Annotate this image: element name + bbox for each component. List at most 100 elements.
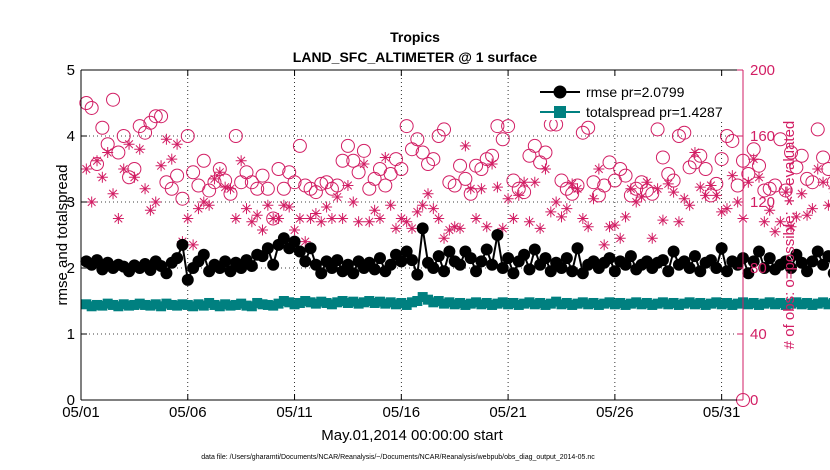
rmse-point	[742, 267, 755, 280]
obs-evaluated-point	[155, 160, 167, 172]
obs-possible-point	[421, 157, 436, 172]
obs-evaluated-asterisk	[187, 239, 199, 251]
obs-evaluated-point	[139, 183, 151, 195]
obs-possible-point	[287, 175, 302, 190]
totalspread-point	[236, 298, 247, 309]
totalspread-point	[647, 299, 658, 310]
totalspread-point	[796, 299, 807, 310]
totalspread-point	[652, 298, 663, 309]
obs-evaluated-asterisk	[742, 176, 754, 188]
totalspread-point	[134, 298, 145, 309]
obs-evaluated-point	[716, 206, 728, 218]
rmse-point	[507, 267, 520, 280]
totalspread-point	[583, 299, 594, 310]
obs-evaluated-point	[555, 211, 567, 223]
rmse-point	[309, 258, 322, 271]
totalspread-point	[705, 298, 716, 309]
obs-evaluated-asterisk	[86, 196, 98, 208]
rmse-point	[710, 262, 723, 274]
rmse-point	[416, 222, 429, 235]
obs-evaluated-point	[684, 199, 696, 211]
totalspread-point	[497, 297, 508, 308]
obs-possible-point	[148, 109, 163, 124]
totalspread-point	[599, 298, 610, 309]
totalspread-point	[711, 297, 722, 308]
totalspread-point	[230, 299, 241, 310]
obs-evaluated-asterisk	[283, 201, 295, 213]
obs-possible-point	[308, 185, 323, 200]
totalspread-point	[460, 299, 471, 310]
totalspread-point	[364, 296, 375, 306]
obs-evaluated-asterisk	[625, 183, 637, 195]
rmse-point	[608, 265, 621, 278]
obs-possible-point	[698, 162, 713, 176]
totalspread-point	[412, 296, 423, 306]
obs-evaluated-asterisk	[107, 188, 119, 200]
obs-evaluated-asterisk	[572, 183, 583, 195]
totalspread-point	[759, 298, 770, 309]
obs-evaluated-asterisk	[347, 196, 359, 208]
obs-evaluated-asterisk	[139, 183, 151, 195]
totalspread-point	[673, 299, 684, 310]
y-right-tick-label: 0	[750, 392, 758, 409]
obs-evaluated-point	[427, 203, 439, 215]
obs-evaluated-asterisk	[363, 216, 375, 228]
totalspread-point	[439, 298, 450, 309]
obs-evaluated-asterisk	[118, 163, 130, 175]
y-axis-label: rmse and totalspread	[54, 165, 71, 306]
obs-possible-point	[180, 129, 195, 143]
obs-evaluated-asterisk	[305, 213, 317, 224]
obs-evaluated-asterisk	[198, 196, 210, 208]
obs-evaluated-asterisk	[326, 213, 338, 224]
totalspread-point	[305, 297, 316, 308]
obs-evaluated-point	[182, 213, 194, 224]
obs-evaluated-point	[112, 213, 124, 224]
totalspread-point	[689, 299, 700, 310]
obs-possible-point	[351, 165, 366, 180]
rmse-point	[341, 258, 354, 271]
totalspread-point	[396, 297, 407, 308]
totalspread-point	[268, 300, 279, 311]
obs-evaluated-asterisk	[764, 204, 776, 216]
totalspread-point	[679, 298, 690, 309]
rmse-point	[293, 245, 306, 258]
obs-possible-point	[719, 129, 734, 143]
totalspread-point	[465, 298, 476, 309]
totalspread-point	[545, 298, 556, 309]
obs-evaluated-asterisk	[726, 170, 738, 182]
obs-evaluated-point	[395, 213, 407, 224]
obs-possible-point	[575, 125, 590, 140]
rmse-point	[555, 262, 568, 274]
legend-rmse-marker	[553, 85, 567, 99]
x-tick-label: 05/21	[489, 404, 527, 421]
obs-evaluated-point	[257, 224, 269, 236]
totalspread-point	[214, 301, 225, 312]
obs-evaluated-asterisk	[475, 183, 487, 195]
totalspread-point	[716, 299, 727, 310]
obs-evaluated-asterisk	[630, 196, 642, 208]
obs-evaluated-point	[91, 155, 103, 167]
obs-evaluated-point	[774, 216, 786, 228]
obs-possible-point	[495, 132, 510, 147]
obs-evaluated-asterisk	[523, 216, 535, 228]
obs-evaluated-point	[331, 191, 343, 203]
obs-evaluated-point	[438, 232, 450, 244]
obs-evaluated-asterisk	[417, 199, 429, 211]
obs-evaluated-point	[614, 232, 626, 244]
obs-evaluated-point	[598, 239, 610, 251]
obs-evaluated-asterisk	[507, 213, 519, 224]
obs-evaluated-point	[491, 181, 503, 193]
totalspread-point	[503, 299, 514, 310]
obs-evaluated-asterisk	[796, 188, 808, 200]
rmse-point	[406, 254, 418, 267]
rmse-point	[491, 229, 504, 241]
obs-evaluated-asterisk	[278, 199, 290, 211]
totalspread-point	[721, 297, 732, 308]
obs-evaluated-point	[246, 216, 258, 228]
totalspread-point	[743, 299, 754, 310]
obs-evaluated-asterisk	[128, 171, 140, 183]
obs-evaluated-asterisk	[646, 232, 658, 244]
totalspread-point	[657, 297, 668, 308]
totalspread-point	[812, 298, 823, 309]
totalspread-point	[342, 297, 353, 308]
